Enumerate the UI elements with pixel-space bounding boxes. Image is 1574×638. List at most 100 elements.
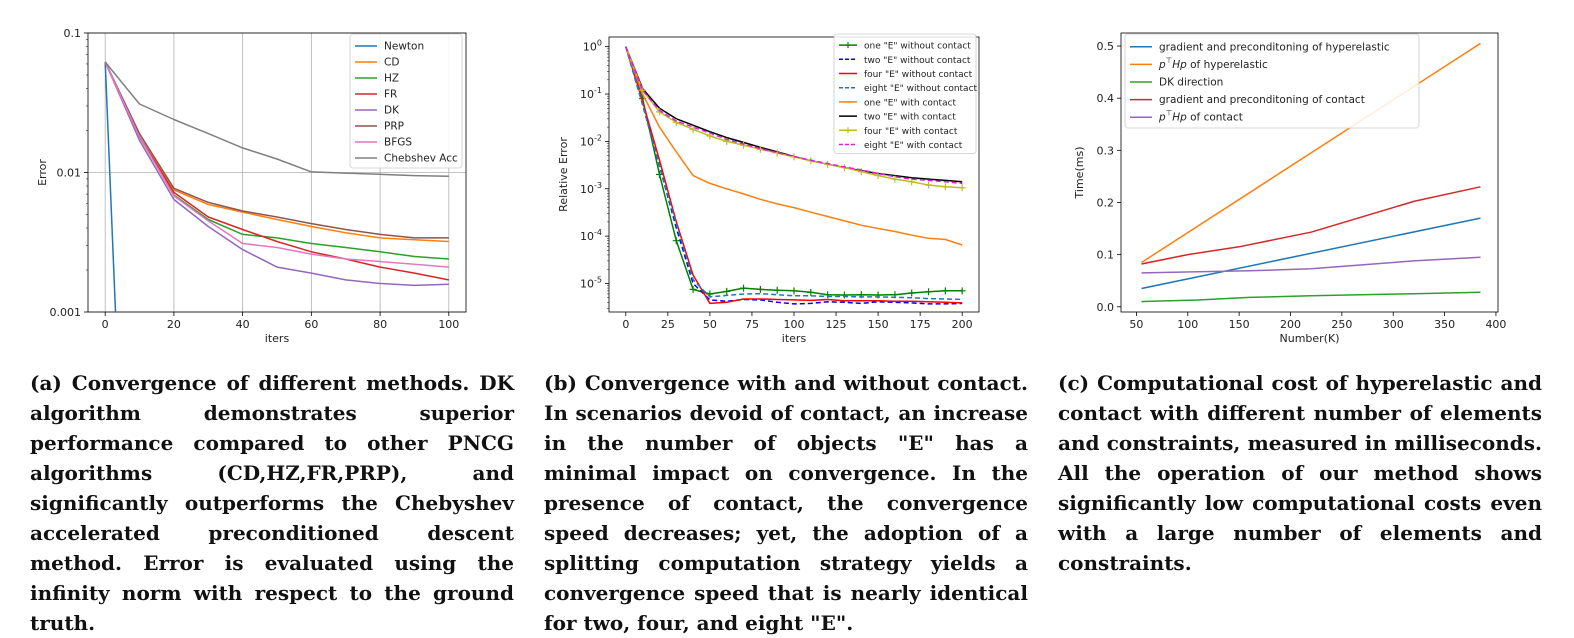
series-0-point-6 <box>723 287 731 295</box>
y-axis-label: Error <box>36 159 49 186</box>
legend-label-3: FR <box>384 89 397 101</box>
x-tick-label-5: 100 <box>438 318 459 331</box>
y-tick-label-4: 0.4 <box>1097 92 1115 105</box>
y-tick-label-4: 10-1 <box>580 86 602 101</box>
y-tick-label-1: 0.01 <box>57 167 82 180</box>
series-line-2 <box>625 46 963 305</box>
series-6-point-17 <box>908 178 916 186</box>
series-line-7 <box>104 61 449 177</box>
legend-label-0: gradient and preconditoning of hyperelas… <box>1159 41 1390 53</box>
series-0-point-8 <box>756 285 764 293</box>
x-tick-label-8: 200 <box>952 318 973 331</box>
series-0-point-4 <box>689 285 697 293</box>
series-line-3 <box>625 46 963 301</box>
series-line-3 <box>104 61 449 281</box>
legend-label-3: eight "E" without contact <box>864 84 978 94</box>
x-tick-label-3: 200 <box>1280 318 1301 331</box>
series-6-point-8 <box>756 145 764 153</box>
x-tick-label-0: 50 <box>1129 318 1143 331</box>
legend-label-2: DK direction <box>1159 77 1223 89</box>
series-0-point-10 <box>790 287 798 295</box>
legend-label-4: one "E" with contact <box>864 98 957 108</box>
y-axis-label: Time(ms) <box>1073 147 1086 200</box>
y-tick-label-2: 0.2 <box>1097 196 1115 209</box>
x-tick-label-6: 350 <box>1434 318 1455 331</box>
x-tick-label-3: 60 <box>304 318 318 331</box>
legend-label-0: one "E" without contact <box>864 42 971 52</box>
x-tick-label-7: 400 <box>1485 318 1506 331</box>
y-tick-label-0: 0.0 <box>1097 301 1115 314</box>
x-axis-label: iters <box>782 332 807 345</box>
legend-label-0: Newton <box>384 41 424 53</box>
series-line-0 <box>1141 217 1481 290</box>
y-tick-label-5: 100 <box>583 39 602 54</box>
legend-box <box>1124 33 1420 129</box>
series-line-5 <box>104 61 449 239</box>
plot-area-c: 50 100 150 200 250 300 350 400 0.0 0.1 0.2 0.3 0.4 0.… <box>1073 32 1506 345</box>
series-0-point-9 <box>773 286 781 294</box>
x-tick-label-5: 125 <box>826 318 847 331</box>
x-axis-label: iters <box>265 332 290 345</box>
series-0-point-19 <box>941 287 949 295</box>
series-6-point-19 <box>941 183 949 191</box>
x-tick-label-4: 100 <box>784 318 805 331</box>
series-6-point-4 <box>689 125 697 133</box>
x-tick-label-4: 80 <box>373 318 387 331</box>
legend-label-2: HZ <box>384 73 399 85</box>
caption-c: (c) Computational cost of hyperelastic a… <box>1058 371 1542 575</box>
series-0-point-3 <box>672 237 680 245</box>
x-tick-label-0: 0 <box>102 318 109 331</box>
series-0-point-17 <box>908 289 916 297</box>
series-group <box>1141 42 1481 303</box>
series-line-4 <box>104 61 449 287</box>
plot-area-b: 0 25 50 75 100 125 150 175 200 10-5 10-4 10-3 10-2 10… <box>557 33 980 345</box>
y-tick-label-3: 10-2 <box>580 133 602 148</box>
plot-area-a: 0 20 40 60 80 100 0.001 0.01 0.1 iters Error Newton… <box>36 27 467 345</box>
series-6-point-1 <box>639 86 647 94</box>
series-group <box>104 61 449 312</box>
series-6-point-20 <box>958 184 966 192</box>
series-0-point-18 <box>925 288 933 296</box>
legend-marker-0 <box>845 42 851 49</box>
series-0-point-13 <box>840 291 848 299</box>
legend-marker-6 <box>845 127 851 134</box>
series-line-1 <box>625 46 963 305</box>
series-line-4 <box>625 46 963 246</box>
x-tick-label-0: 0 <box>622 318 629 331</box>
series-6-point-18 <box>925 181 933 189</box>
legend-label-5: PRP <box>384 121 404 133</box>
chart-a: 0 20 40 60 80 100 0.001 0.01 0.1 iters Error Newton… <box>36 27 467 345</box>
y-tick-label-0: 0.001 <box>50 306 82 319</box>
series-6-point-7 <box>740 141 748 149</box>
series-line-6 <box>104 61 449 268</box>
series-line-4 <box>1141 256 1481 274</box>
legend-label-1: CD <box>384 57 399 69</box>
legend-box <box>833 33 977 154</box>
legend-label-4: p⊤Hp of contact <box>1158 109 1243 124</box>
x-tick-label-1: 100 <box>1177 318 1198 331</box>
x-axis-label: Number(K) <box>1280 332 1340 345</box>
series-6-point-15 <box>874 172 882 180</box>
x-tick-label-2: 50 <box>703 318 717 331</box>
series-group <box>625 46 966 305</box>
series-line-2 <box>1141 291 1481 303</box>
y-tick-label-1: 10-4 <box>580 228 602 243</box>
caption-b: (b) Convergence with and without contact… <box>544 371 1028 635</box>
series-0-point-7 <box>740 284 748 292</box>
x-tick-label-2: 40 <box>236 318 250 331</box>
y-axis-label: Relative Error <box>557 137 570 212</box>
x-tick-label-7: 175 <box>910 318 931 331</box>
series-line-1 <box>1141 42 1481 264</box>
x-tick-label-1: 20 <box>167 318 181 331</box>
series-line-7 <box>625 46 963 185</box>
x-tick-label-4: 250 <box>1331 318 1352 331</box>
legend-label-2: four "E" without contact <box>864 70 973 80</box>
legend-label-7: Chebshev Acc <box>384 153 458 165</box>
legend-label-3: gradient and preconditoning of contact <box>1159 94 1365 106</box>
y-tick-label-0: 10-5 <box>580 275 602 290</box>
x-tick-label-2: 150 <box>1229 318 1250 331</box>
legend-label-6: BFGS <box>384 137 412 149</box>
series-line-3 <box>1141 186 1481 265</box>
series-0-point-20 <box>958 287 966 295</box>
series-line-0 <box>104 61 117 312</box>
